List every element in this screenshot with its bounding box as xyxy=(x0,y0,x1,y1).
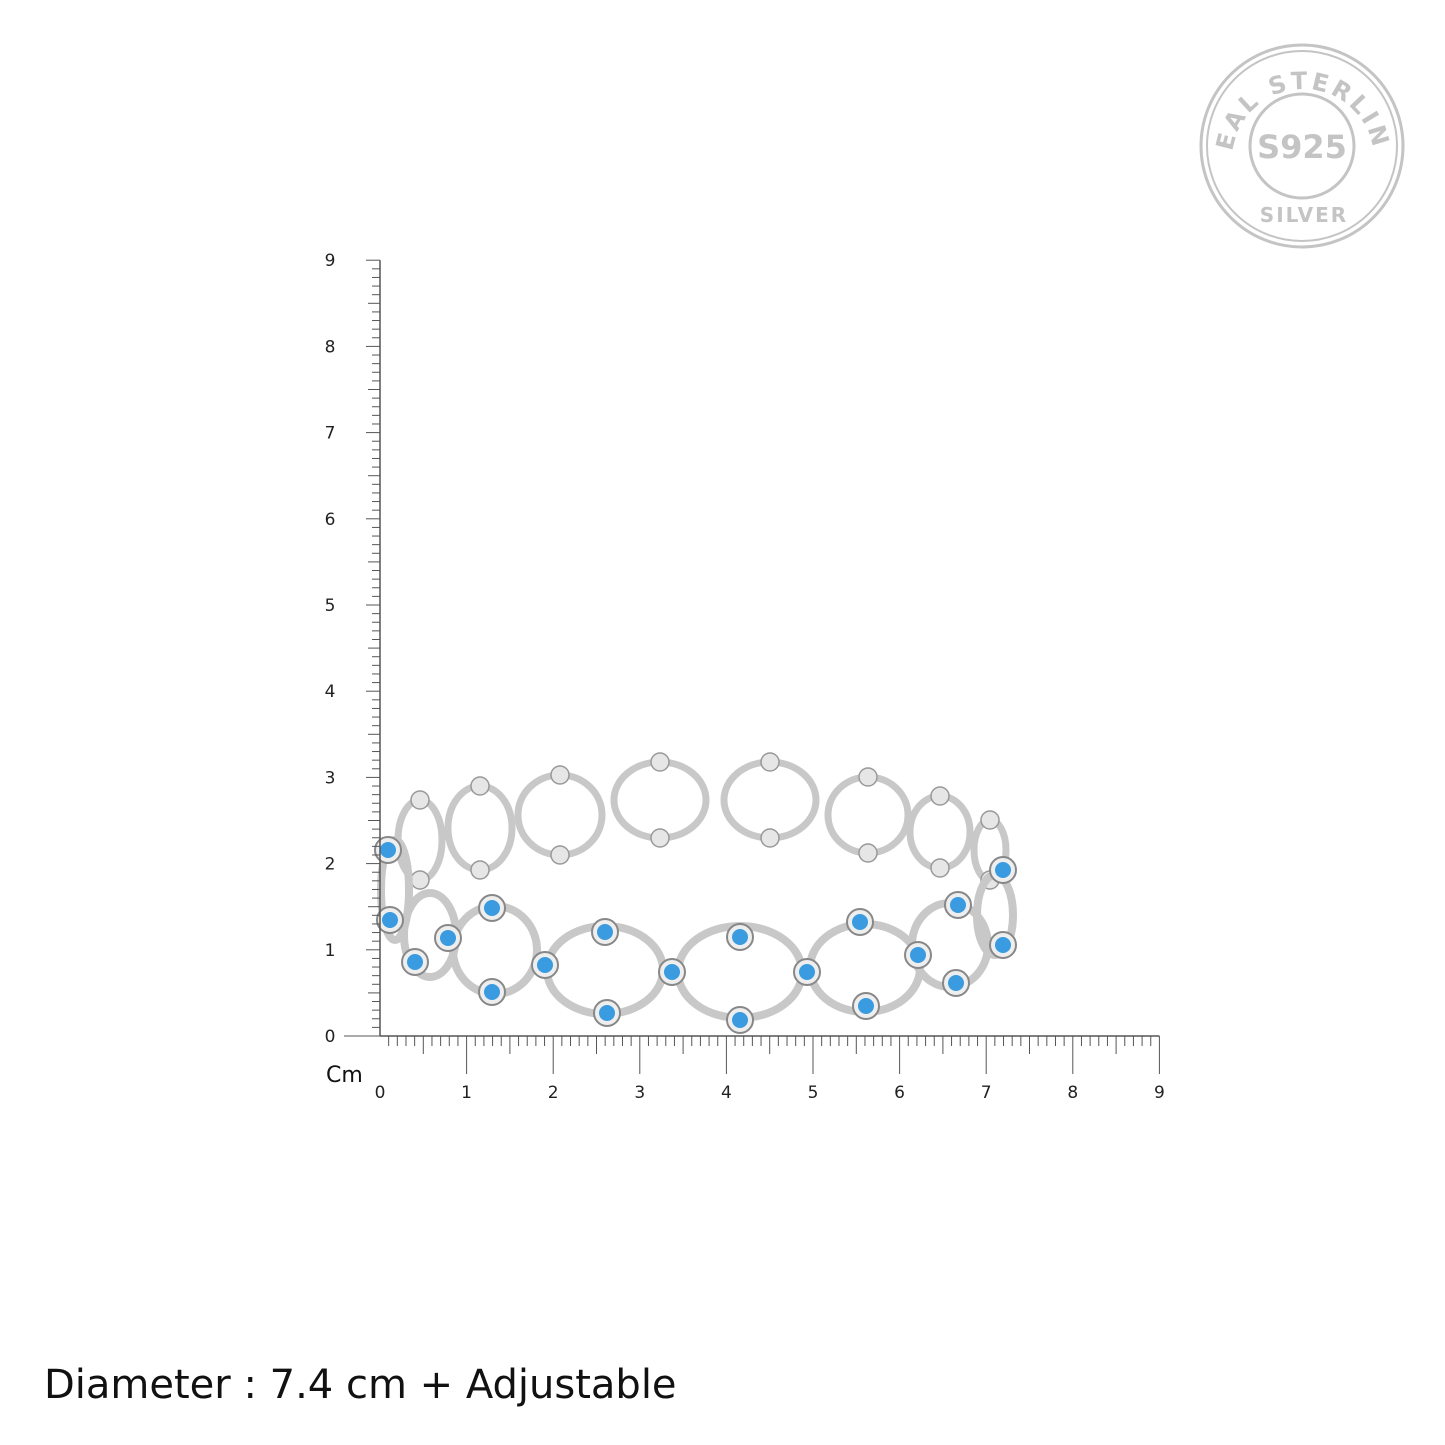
silver-bead xyxy=(930,786,950,806)
silver-bead xyxy=(760,752,780,772)
bracelet-link xyxy=(906,792,974,872)
bracelet-link xyxy=(824,773,912,857)
x-tick-label: 7 xyxy=(981,1083,992,1103)
y-tick-label: 5 xyxy=(325,596,336,616)
x-tick-label: 1 xyxy=(461,1083,472,1103)
blue-stone xyxy=(484,900,500,916)
blue-stone xyxy=(995,937,1011,953)
blue-stone xyxy=(664,964,680,980)
x-tick-label: 5 xyxy=(808,1083,819,1103)
blue-stone xyxy=(484,984,500,1000)
blue-stone xyxy=(858,998,874,1014)
silver-bead xyxy=(650,752,670,772)
bracelet-link xyxy=(514,771,606,859)
diameter-caption: Diameter : 7.4 cm + Adjustable xyxy=(44,1362,677,1408)
blue-stone xyxy=(380,842,396,858)
blue-stone xyxy=(597,924,613,940)
silver-bead xyxy=(858,843,878,863)
y-tick-label: 9 xyxy=(325,251,336,271)
x-tick-label: 3 xyxy=(634,1083,645,1103)
x-tick-label: 6 xyxy=(894,1083,905,1103)
blue-stone xyxy=(599,1005,615,1021)
silver-bead xyxy=(470,860,490,880)
blue-stone xyxy=(950,897,966,913)
blue-stone xyxy=(382,912,398,928)
seal-center-text: S925 xyxy=(1257,128,1347,166)
seal-outer-text: REAL STERLING xyxy=(0,0,1392,153)
bracelet-link xyxy=(610,758,710,842)
silver-bead xyxy=(470,776,490,796)
bracelet-link xyxy=(444,782,516,874)
x-tick-label: 4 xyxy=(721,1083,732,1103)
blue-stone xyxy=(732,1012,748,1028)
y-tick-label: 8 xyxy=(325,337,336,357)
silver-bead xyxy=(550,765,570,785)
svg-text:REAL STERLING: REAL STERLING xyxy=(0,0,1395,153)
silver-bead xyxy=(410,870,430,890)
blue-stone xyxy=(852,914,868,930)
ruler-unit-label: Cm xyxy=(326,1063,363,1088)
bracelet-link xyxy=(720,758,820,842)
silver-bead xyxy=(760,828,780,848)
x-tick-label: 0 xyxy=(375,1083,386,1103)
y-tick-label: 0 xyxy=(325,1027,336,1047)
y-tick-label: 4 xyxy=(325,682,336,702)
y-tick-label: 7 xyxy=(325,424,336,444)
silver-bead xyxy=(650,828,670,848)
y-tick-label: 6 xyxy=(325,510,336,530)
seal-bottom-text: SILVER xyxy=(1260,203,1348,227)
silver-bead xyxy=(410,790,430,810)
silver-bead xyxy=(930,858,950,878)
y-tick-label: 1 xyxy=(325,941,336,961)
blue-stone xyxy=(995,862,1011,878)
ruler: 0 1 2 3 4 5 6 7 8 9 0 1 2 3 4 5 6 7 8 9 xyxy=(325,251,1165,1103)
x-tick-label: 9 xyxy=(1154,1083,1165,1103)
x-tick-label: 8 xyxy=(1067,1083,1078,1103)
silver-bead xyxy=(550,845,570,865)
blue-stone xyxy=(407,954,423,970)
blue-stone xyxy=(732,929,748,945)
blue-stone xyxy=(910,947,926,963)
silver-bead xyxy=(858,767,878,787)
y-tick-label: 2 xyxy=(325,855,336,875)
blue-stone xyxy=(440,930,456,946)
y-tick-label: 3 xyxy=(325,768,336,788)
silver-bead xyxy=(980,810,1000,830)
blue-stone xyxy=(799,964,815,980)
blue-stone xyxy=(948,975,964,991)
blue-stone xyxy=(537,957,553,973)
bracelet xyxy=(374,752,1017,1034)
x-tick-label: 2 xyxy=(548,1083,559,1103)
sterling-silver-seal: REAL STERLING S925 SILVER xyxy=(0,0,1405,249)
